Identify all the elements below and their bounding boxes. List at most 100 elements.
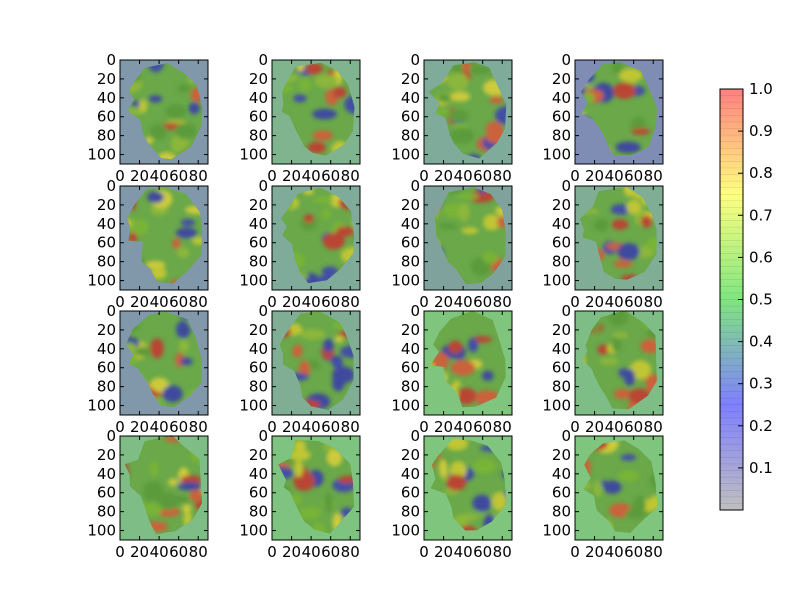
colorbar-tick-label: 0.5	[749, 291, 773, 309]
heat-blob	[157, 492, 179, 510]
heat-blob	[293, 94, 307, 103]
y-tick-label: 40	[97, 89, 116, 107]
y-tick-label: 60	[97, 108, 116, 126]
x-tick-label: 20	[434, 167, 453, 185]
heat-blob	[314, 74, 338, 89]
heat-blob	[611, 219, 629, 230]
heat-blob	[177, 84, 192, 93]
y-tick-label: 80	[97, 503, 116, 521]
heat-blob	[455, 513, 478, 521]
y-tick-label: 100	[87, 522, 116, 540]
heat-blob	[298, 78, 312, 92]
y-tick-label: 60	[249, 108, 268, 126]
y-tick-label: 100	[87, 272, 116, 290]
heat-blob	[150, 267, 167, 280]
y-tick-label: 80	[552, 127, 571, 145]
y-tick-label: 80	[97, 378, 116, 396]
heat-blob	[438, 222, 458, 230]
y-tick-label: 40	[552, 340, 571, 358]
heat-blob	[611, 336, 622, 353]
colorbar-tick-label: 0.1	[749, 459, 773, 477]
heat-blob	[438, 93, 451, 103]
heat-blob	[185, 205, 203, 215]
y-tick-label: 40	[401, 89, 420, 107]
heat-blob	[631, 128, 651, 135]
x-tick-label: 0	[570, 167, 580, 185]
heat-blob	[462, 62, 471, 73]
x-tick-label: 0	[115, 418, 125, 436]
colorbar-tick-label: 0.3	[749, 375, 773, 393]
axes-frame	[271, 59, 361, 165]
heat-blob	[307, 142, 326, 154]
heat-blob	[168, 478, 178, 486]
y-tick-label: 60	[401, 108, 420, 126]
heat-blob	[177, 482, 202, 491]
x-tick-label: 80	[341, 543, 360, 561]
heat-blob	[182, 504, 192, 513]
heat-blob	[453, 352, 465, 360]
x-tick-label: 40	[605, 167, 624, 185]
colorbar-tick-label: 0.6	[749, 248, 773, 266]
heat-blob	[189, 489, 202, 502]
colorbar: 0.1 0.2 0.3 0.4 0.5 0.6 0.7 0.8 0.9 1.0	[719, 80, 773, 511]
heat-blob	[149, 461, 159, 478]
x-tick-label: 60	[321, 543, 340, 561]
heat-blob	[326, 449, 343, 467]
y-tick-label: 0	[106, 427, 116, 445]
axes-frame	[119, 310, 209, 416]
x-tick-label: 80	[341, 293, 360, 311]
heat-blob	[489, 96, 503, 104]
heat-blob	[333, 86, 347, 98]
x-tick-label: 40	[605, 418, 624, 436]
heat-blob	[491, 491, 507, 511]
y-tick-label: 0	[561, 427, 571, 445]
y-tick-label: 100	[542, 272, 571, 290]
y-tick-label: 0	[410, 177, 420, 195]
y-tick-label: 80	[552, 378, 571, 396]
x-tick-label: 80	[189, 293, 208, 311]
heat-blob	[303, 214, 315, 223]
x-tick-label: 20	[434, 418, 453, 436]
x-tick-label: 0	[115, 167, 125, 185]
y-tick-label: 40	[552, 465, 571, 483]
y-tick-label: 20	[401, 446, 420, 464]
heat-blob	[172, 238, 181, 249]
heat-blob	[612, 331, 629, 339]
island-region	[429, 310, 506, 408]
y-tick-label: 40	[552, 89, 571, 107]
y-tick-label: 100	[239, 522, 268, 540]
y-tick-label: 20	[97, 70, 116, 88]
heat-blob	[620, 454, 637, 461]
y-tick-label: 60	[249, 484, 268, 502]
x-tick-label: 80	[189, 418, 208, 436]
heat-blob	[626, 199, 642, 215]
heat-blob	[482, 370, 494, 381]
heat-blob	[452, 122, 468, 129]
x-tick-label: 60	[473, 293, 492, 311]
heat-blob	[615, 141, 641, 154]
y-tick-label: 0	[258, 51, 268, 69]
x-tick-label: 60	[169, 293, 188, 311]
y-tick-label: 80	[249, 253, 268, 271]
y-tick-label: 40	[97, 465, 116, 483]
y-tick-label: 20	[249, 70, 268, 88]
heat-blob	[143, 481, 164, 501]
heat-blob	[456, 388, 477, 405]
heat-blob	[617, 243, 640, 261]
heat-blob	[613, 389, 632, 399]
heat-blob	[332, 374, 345, 392]
axes-frame	[574, 310, 664, 416]
x-tick-label: 40	[302, 543, 321, 561]
x-tick-label: 80	[189, 167, 208, 185]
heat-blob	[312, 108, 337, 120]
x-tick-label: 80	[493, 167, 512, 185]
heat-blob	[321, 208, 332, 220]
y-tick-label: 80	[97, 127, 116, 145]
heat-blob	[305, 62, 323, 75]
heat-blob	[617, 470, 641, 482]
heat-blob	[128, 232, 138, 243]
x-tick-label: 20	[585, 293, 604, 311]
